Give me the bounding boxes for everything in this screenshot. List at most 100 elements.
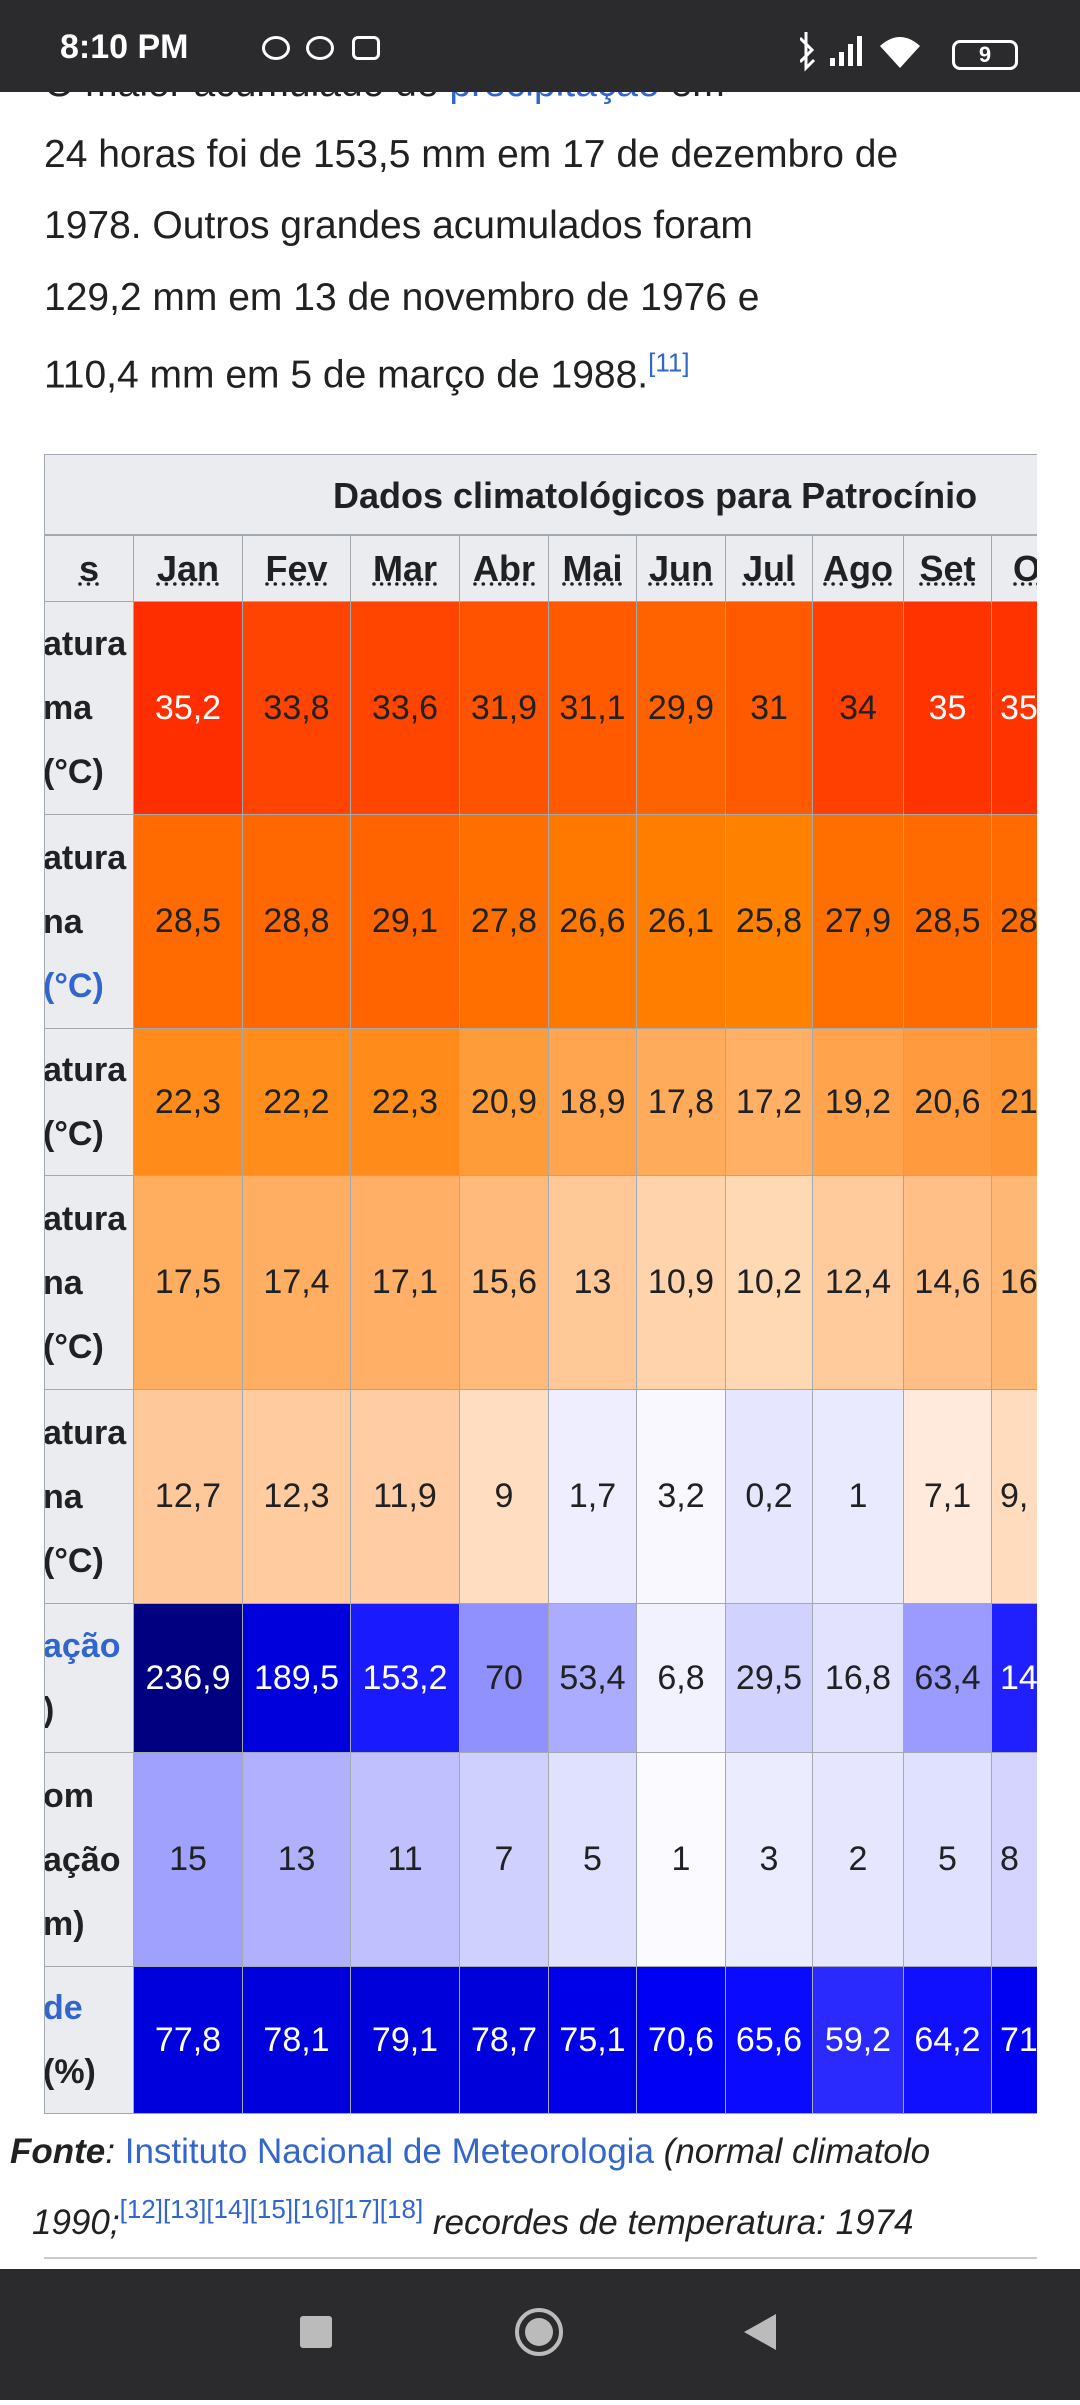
- back-button[interactable]: [744, 2314, 776, 2350]
- data-cell: 17,1: [350, 1175, 460, 1390]
- row-header: ação): [44, 1603, 134, 1753]
- header-text: Ago: [823, 547, 893, 589]
- data-cell: 18,9: [548, 1028, 637, 1176]
- row-header-text: (°C): [44, 1541, 104, 1580]
- data-cell: 34: [812, 601, 904, 815]
- reference[interactable]: [12][13][14][15][16][17][18]: [119, 2194, 424, 2224]
- data-cell: 13: [548, 1175, 637, 1390]
- clock: 8:10 PM: [60, 28, 189, 66]
- data-cell: 5: [903, 1752, 992, 1967]
- column-header: Ou: [991, 535, 1037, 602]
- data-cell: 31: [725, 601, 813, 815]
- data-cell: 22,3: [350, 1028, 460, 1176]
- data-cell: 12,3: [242, 1389, 351, 1604]
- row-header-text: na: [44, 902, 83, 941]
- data-cell: 17,2: [725, 1028, 813, 1176]
- data-cell: 26,1: [636, 814, 726, 1029]
- signal-icons: [800, 32, 920, 72]
- data-cell: 79,1: [350, 1966, 460, 2114]
- text: (normal climatolo: [653, 2132, 931, 2171]
- row-header-text: m): [44, 1904, 85, 1943]
- data-cell: 35: [991, 601, 1037, 815]
- row-header-text: ação: [44, 1627, 121, 1665]
- data-cell: 31,9: [459, 601, 549, 815]
- home-button[interactable]: [515, 2308, 563, 2356]
- data-cell: 1,7: [548, 1389, 637, 1604]
- row-header-text: de: [44, 1989, 83, 2027]
- data-cell: 29,1: [350, 814, 460, 1029]
- row-header-text: (°C): [44, 753, 104, 791]
- recents-button[interactable]: [300, 2316, 332, 2348]
- data-cell: 75,1: [548, 1966, 637, 2114]
- data-cell: 22,2: [242, 1028, 351, 1176]
- row-header-text: na: [44, 1477, 83, 1516]
- data-cell: 35: [903, 601, 992, 815]
- data-cell: 17,4: [242, 1175, 351, 1390]
- header-text: Mai: [562, 547, 623, 589]
- data-cell: 22,3: [133, 1028, 243, 1176]
- data-cell: 7,1: [903, 1389, 992, 1604]
- row-header-text: atura: [44, 1051, 127, 1089]
- text: 110,4 mm em 5 de março de 1988.: [44, 353, 649, 397]
- header-text: Mar: [372, 547, 438, 589]
- data-cell: 64,2: [903, 1966, 992, 2114]
- data-cell: 70,6: [636, 1966, 726, 2114]
- link[interactable]: Instituto Nacional de Meteorologia: [124, 2132, 654, 2171]
- nav-buttons: [300, 2308, 776, 2356]
- data-cell: 65,6: [725, 1966, 813, 2114]
- column-header: Jun: [636, 535, 726, 602]
- data-cell: 59,2: [812, 1966, 904, 2114]
- data-cell: 236,9: [133, 1603, 243, 1753]
- data-cell: 63,4: [903, 1603, 992, 1753]
- data-cell: 0,2: [725, 1389, 813, 1604]
- data-cell: 15: [133, 1752, 243, 1967]
- row-header: atura ma (°C): [44, 601, 134, 815]
- row-header-text: atura: [44, 1413, 127, 1452]
- row-header-text: ação: [44, 1840, 121, 1879]
- data-cell: 77,8: [133, 1966, 243, 2114]
- row-header-text: atura: [44, 838, 127, 877]
- column-header: Jul: [725, 535, 813, 602]
- header-text: Jan: [156, 547, 220, 589]
- data-cell: 16: [991, 1175, 1037, 1390]
- row-header-text: atura: [44, 1199, 127, 1238]
- data-cell: 27,8: [459, 814, 549, 1029]
- data-cell: 78,7: [459, 1966, 549, 2114]
- text-line: 1978. Outros grandes acumulados foram: [44, 204, 753, 247]
- divider: [44, 2257, 1037, 2259]
- data-cell: 13: [242, 1752, 351, 1967]
- column-header: s: [44, 535, 134, 602]
- data-cell: 14: [991, 1603, 1037, 1753]
- reference[interactable]: [11]: [648, 347, 690, 378]
- data-cell: 27,9: [812, 814, 904, 1029]
- data-cell: 31,1: [548, 601, 637, 815]
- row-header-text: na: [44, 1263, 83, 1302]
- data-cell: 78,1: [242, 1966, 351, 2114]
- data-cell: 5: [548, 1752, 637, 1967]
- data-cell: 7: [459, 1752, 549, 1967]
- data-cell: 20,9: [459, 1028, 549, 1176]
- data-cell: 20,6: [903, 1028, 992, 1176]
- data-cell: 53,4: [548, 1603, 637, 1753]
- data-cell: 28,5: [133, 814, 243, 1029]
- row-header: atura na (°C): [44, 1175, 134, 1390]
- data-cell: 14,6: [903, 1175, 992, 1390]
- data-cell: 29,9: [636, 601, 726, 815]
- data-cell: 28: [991, 814, 1037, 1029]
- header-text: Abr: [473, 547, 535, 589]
- column-header: Mai: [548, 535, 637, 602]
- navigation-bar: [0, 2269, 1080, 2400]
- home-button-dot: [525, 2318, 553, 2346]
- row-header: de (%): [44, 1966, 134, 2114]
- data-cell: 16,8: [812, 1603, 904, 1753]
- text: Fonte: [10, 2132, 106, 2171]
- data-cell: 70: [459, 1603, 549, 1753]
- header-text: Set: [919, 547, 976, 589]
- data-cell: 19,2: [812, 1028, 904, 1176]
- caption-text: Dados climatológicos para Patrocínio: [333, 475, 978, 516]
- data-cell: 2: [812, 1752, 904, 1967]
- status-bar: 8:10 PM 9: [0, 0, 1080, 92]
- text-line: 110,4 mm em 5 de março de 1988.[11]: [44, 339, 690, 400]
- column-header: Ago: [812, 535, 904, 602]
- text: recordes de temperatura: 1974: [423, 2203, 914, 2242]
